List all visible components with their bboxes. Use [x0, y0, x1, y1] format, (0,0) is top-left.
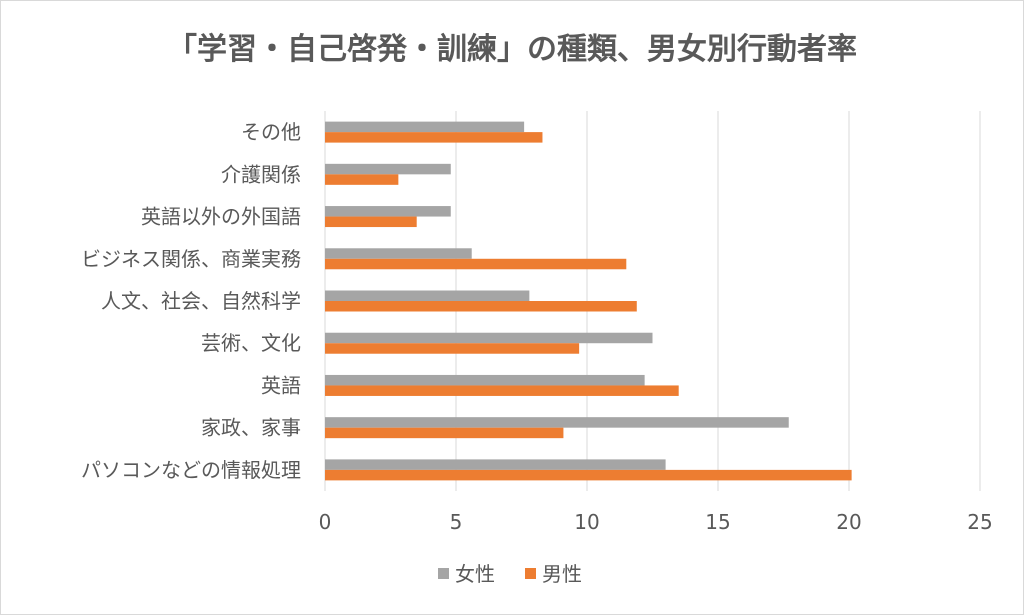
bar-female	[325, 163, 451, 175]
legend-swatch-female	[438, 568, 449, 579]
category-label: 芸術、文化	[201, 331, 301, 355]
x-tick-label: 5	[450, 510, 463, 534]
x-tick-label: 10	[574, 510, 599, 534]
legend-label-female: 女性	[455, 562, 495, 586]
bar-female	[325, 248, 472, 259]
bar-male	[325, 174, 399, 185]
bar-male	[325, 469, 852, 481]
bar-male	[325, 427, 564, 439]
x-tick-label: 15	[705, 510, 730, 534]
bars	[325, 121, 852, 481]
category-labels: その他介護関係英語以外の外国語ビジネス関係、商業実務人文、社会、自然科学芸術、文…	[81, 120, 301, 482]
legend: 女性 男性	[438, 562, 582, 586]
bar-male	[325, 343, 580, 354]
category-label: 人文、社会、自然科学	[101, 289, 301, 313]
category-label: 家政、家事	[201, 416, 301, 440]
bar-male	[325, 385, 679, 396]
bar-male	[325, 216, 417, 228]
x-tick-labels: 0 5 10 15 20 25	[319, 510, 993, 534]
legend-swatch-male	[525, 568, 536, 579]
category-label: ビジネス関係、商業実務	[81, 247, 301, 271]
bar-female	[325, 290, 530, 301]
category-label: 英語	[261, 373, 301, 397]
x-tick-label: 25	[967, 510, 992, 534]
category-label: パソコンなどの情報処理	[81, 458, 301, 482]
bar-male	[325, 132, 543, 143]
chart-title: 「学習・自己啓発・訓練」の種類、男女別行動者率	[167, 32, 857, 67]
bar-female	[325, 374, 645, 386]
category-label: 英語以外の外国語	[141, 205, 301, 229]
bar-male	[325, 258, 627, 270]
bar-female	[325, 121, 525, 133]
bar-female	[325, 459, 666, 470]
x-tick-label: 0	[319, 510, 332, 534]
bar-female	[325, 332, 653, 344]
bar-female	[325, 206, 451, 217]
bar-male	[325, 301, 637, 312]
x-tick-label: 20	[836, 510, 861, 534]
category-label: その他	[241, 120, 301, 144]
category-label: 介護関係	[221, 162, 301, 186]
legend-label-male: 男性	[542, 562, 582, 586]
bar-female	[325, 417, 789, 428]
